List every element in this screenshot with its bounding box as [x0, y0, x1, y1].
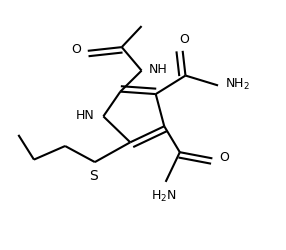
Text: HN: HN [76, 108, 95, 122]
Text: S: S [89, 169, 98, 183]
Text: O: O [71, 43, 81, 56]
Text: O: O [219, 151, 229, 164]
Text: H$_2$N: H$_2$N [152, 189, 177, 204]
Text: NH: NH [149, 63, 167, 76]
Text: O: O [179, 34, 189, 46]
Text: NH$_2$: NH$_2$ [225, 77, 250, 92]
